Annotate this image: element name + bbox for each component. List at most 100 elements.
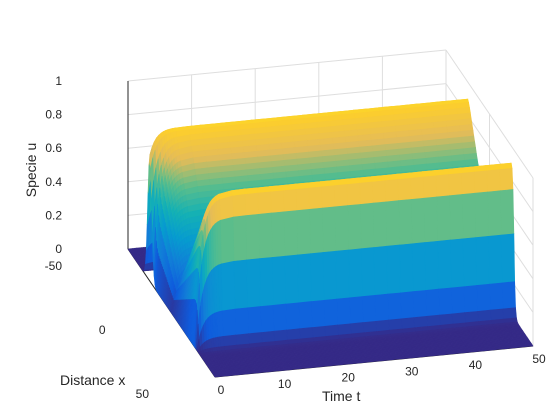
surface-patch bbox=[286, 328, 301, 341]
surface-patch bbox=[501, 281, 516, 310]
surface-patch bbox=[309, 252, 325, 302]
surface-patch bbox=[248, 332, 263, 345]
surface-patch bbox=[399, 291, 415, 320]
surface-patch bbox=[258, 212, 273, 259]
z-tick-label-2: 0.4 bbox=[45, 175, 62, 189]
surface-patch bbox=[324, 324, 339, 337]
surface-patch bbox=[349, 296, 364, 325]
surface-patch bbox=[399, 243, 414, 294]
surface-patch bbox=[247, 306, 262, 335]
surface-patch bbox=[438, 313, 454, 326]
surface-patch bbox=[424, 240, 439, 291]
surface-patch bbox=[372, 201, 388, 248]
surface-patch bbox=[320, 185, 336, 209]
surface-patch bbox=[462, 237, 477, 288]
surface-patch bbox=[502, 307, 517, 320]
surface-patch bbox=[222, 334, 237, 347]
surface-patch bbox=[308, 186, 323, 210]
surface-patch bbox=[436, 195, 451, 242]
surface-patch bbox=[411, 242, 427, 292]
grid-line-back-z-4 bbox=[127, 83, 447, 116]
surface-patch bbox=[272, 303, 287, 332]
surface-patch bbox=[371, 180, 387, 204]
surface-patch bbox=[423, 196, 438, 243]
surface-patch bbox=[347, 204, 362, 251]
surface-patch bbox=[488, 234, 503, 285]
surface-patch bbox=[400, 317, 416, 330]
surface-patch bbox=[323, 298, 338, 327]
surface-patch bbox=[473, 170, 488, 194]
surface-patch bbox=[213, 375, 218, 378]
surface-patch bbox=[322, 250, 337, 301]
surface-patch bbox=[270, 211, 286, 258]
surface-patch bbox=[282, 189, 298, 213]
surface-patch bbox=[387, 292, 402, 321]
surface-patch bbox=[271, 255, 287, 306]
surface-patch bbox=[257, 191, 272, 215]
surface-patch bbox=[235, 333, 250, 346]
surface-patch bbox=[362, 320, 377, 334]
y-tick-label-0: -50 bbox=[45, 259, 63, 273]
surface-patch bbox=[234, 307, 249, 336]
surface-patch bbox=[244, 192, 259, 216]
surface-patch bbox=[298, 301, 313, 330]
surface-patch bbox=[487, 190, 502, 237]
x-tick-label-0: 0 bbox=[218, 383, 225, 397]
surface-patch bbox=[284, 254, 299, 305]
x-tick-label-5: 50 bbox=[532, 352, 546, 366]
surface-patch bbox=[273, 329, 288, 342]
surface-patch bbox=[349, 322, 365, 335]
z-tick-label-0: 0 bbox=[55, 242, 62, 256]
surface-patch bbox=[435, 174, 450, 198]
z-tick-label-1: 0.2 bbox=[45, 208, 62, 222]
surface-patch bbox=[348, 248, 363, 299]
surface-patch bbox=[388, 318, 403, 331]
surface-patch bbox=[475, 235, 490, 286]
surface-patch bbox=[299, 327, 314, 340]
surface-patch bbox=[460, 171, 476, 195]
surface-patch bbox=[335, 249, 350, 300]
surface-patch bbox=[359, 181, 374, 205]
surface-patch bbox=[360, 202, 375, 250]
surface-patch bbox=[259, 257, 274, 307]
surface-patch bbox=[373, 245, 388, 296]
surface-patch bbox=[310, 299, 326, 328]
surface-patch bbox=[488, 282, 504, 311]
z-tick-label-3: 0.6 bbox=[45, 141, 62, 155]
tick-labels: 0 0.2 0.4 0.6 0.8 1 -50 0 50 0 10 20 30 40 50 bbox=[45, 74, 546, 401]
y-tick-label-1: 0 bbox=[99, 323, 106, 337]
surface-patch bbox=[334, 205, 349, 252]
z-axis-label: Specie u bbox=[23, 143, 39, 197]
y-tick-label-2: 50 bbox=[136, 387, 150, 401]
surface-patch bbox=[346, 182, 361, 206]
surface-patch bbox=[297, 253, 312, 304]
surface-patch bbox=[412, 290, 427, 318]
surface-patch bbox=[309, 207, 324, 255]
surface-patch bbox=[259, 304, 275, 333]
surface-patch bbox=[499, 167, 514, 192]
surface-patch bbox=[477, 309, 492, 322]
x-axis-label: Time t bbox=[322, 388, 360, 404]
surface-patch bbox=[374, 293, 389, 322]
surface-patch bbox=[500, 233, 516, 284]
surface-patch bbox=[385, 200, 400, 247]
surface-patch bbox=[337, 323, 352, 336]
surface-patch bbox=[311, 325, 327, 339]
surface-patch bbox=[283, 210, 298, 257]
x-tick-label-2: 20 bbox=[342, 371, 356, 385]
surface-patch bbox=[233, 259, 248, 310]
surface-patch bbox=[426, 314, 441, 327]
surface-patch bbox=[260, 330, 276, 343]
surface-patch bbox=[489, 308, 505, 321]
surface-patch bbox=[220, 216, 235, 265]
surface-patch bbox=[461, 192, 477, 240]
surface-patch bbox=[486, 169, 501, 193]
y-axis-label: Distance x bbox=[60, 372, 125, 388]
surface-patch bbox=[437, 239, 452, 290]
surface-patch bbox=[448, 172, 463, 197]
surface-patch bbox=[398, 199, 413, 246]
surface-patch bbox=[321, 206, 337, 253]
surface-patch bbox=[410, 176, 425, 200]
surface-patch bbox=[463, 285, 478, 313]
